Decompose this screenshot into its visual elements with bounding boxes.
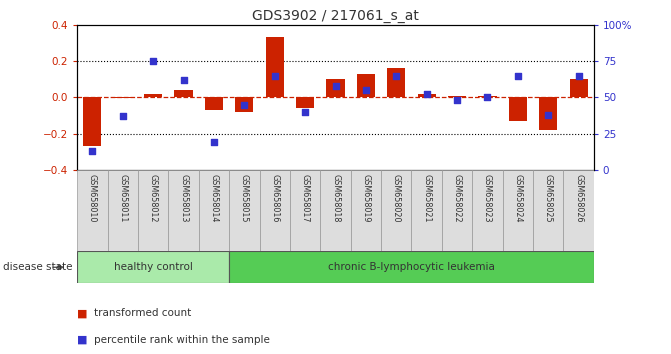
Point (421, 92, 432, 97)
Text: GSM658013: GSM658013 (179, 174, 188, 222)
Text: GSM658024: GSM658024 (513, 174, 522, 223)
Point (269, 73, 280, 78)
Point (87, 148, 98, 154)
Bar (539, 97, 558, 130)
Point (452, 97, 462, 103)
Bar (138, 170, 168, 251)
Text: disease state: disease state (3, 262, 73, 272)
Bar (564, 170, 594, 251)
Bar (77, 170, 107, 251)
Point (360, 87, 371, 93)
Text: GSM658020: GSM658020 (392, 174, 401, 223)
Text: percentile rank within the sample: percentile rank within the sample (94, 335, 270, 345)
Point (209, 139, 219, 145)
Bar (442, 170, 472, 251)
Bar (448, 96, 466, 97)
Text: GSM658012: GSM658012 (149, 174, 158, 223)
Text: ■: ■ (77, 335, 88, 345)
Bar (326, 79, 345, 97)
Text: GSM658019: GSM658019 (362, 174, 370, 223)
Bar (83, 97, 101, 146)
Point (300, 109, 311, 115)
Point (117, 113, 128, 119)
Bar (411, 170, 442, 251)
Text: transformed count: transformed count (94, 308, 191, 318)
Text: GSM658010: GSM658010 (88, 174, 97, 222)
Text: GSM658017: GSM658017 (301, 174, 309, 223)
Text: GSM658022: GSM658022 (452, 174, 462, 223)
Text: GSM658014: GSM658014 (209, 174, 219, 222)
Bar (174, 90, 193, 97)
Text: GSM658021: GSM658021 (422, 174, 431, 223)
Bar (77, 251, 229, 283)
Point (239, 102, 250, 107)
Point (178, 77, 189, 83)
Bar (229, 170, 260, 251)
Bar (107, 170, 138, 251)
Bar (417, 94, 435, 97)
Bar (351, 170, 381, 251)
Bar (570, 79, 588, 97)
Bar (503, 170, 533, 251)
Bar (266, 38, 284, 97)
Point (543, 112, 554, 118)
Text: GSM658015: GSM658015 (240, 174, 249, 223)
Bar (205, 97, 223, 110)
Bar (509, 97, 527, 121)
Bar (236, 97, 254, 112)
Bar (472, 170, 503, 251)
Text: GSM658011: GSM658011 (118, 174, 127, 222)
Text: GSM658026: GSM658026 (574, 174, 583, 223)
Text: GSM658023: GSM658023 (483, 174, 492, 223)
Point (482, 95, 493, 100)
Text: ■: ■ (77, 308, 88, 318)
Bar (168, 170, 199, 251)
Bar (381, 170, 411, 251)
Bar (144, 94, 162, 97)
Bar (229, 251, 594, 283)
Bar (113, 97, 132, 98)
Point (573, 73, 584, 78)
Bar (199, 170, 229, 251)
Text: GSM658016: GSM658016 (270, 174, 279, 222)
Text: healthy control: healthy control (113, 262, 193, 272)
Point (148, 58, 158, 64)
Bar (357, 74, 375, 97)
Text: GSM658018: GSM658018 (331, 174, 340, 222)
Bar (533, 170, 564, 251)
Bar (296, 97, 314, 108)
Bar (478, 96, 497, 97)
Bar (320, 170, 351, 251)
Bar (260, 170, 290, 251)
Point (513, 73, 523, 78)
Point (330, 83, 341, 88)
Text: GDS3902 / 217061_s_at: GDS3902 / 217061_s_at (252, 9, 419, 23)
Point (391, 73, 402, 78)
Bar (387, 68, 405, 97)
Bar (290, 170, 320, 251)
Text: chronic B-lymphocytic leukemia: chronic B-lymphocytic leukemia (328, 262, 495, 272)
Text: GSM658025: GSM658025 (544, 174, 553, 223)
